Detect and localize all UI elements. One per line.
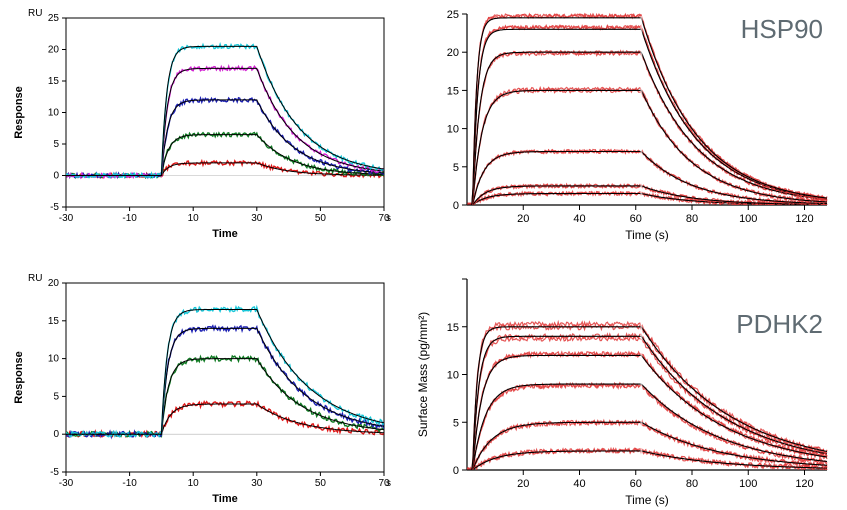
- svg-text:40: 40: [573, 213, 585, 225]
- svg-text:25: 25: [48, 13, 60, 24]
- svg-text:10: 10: [188, 478, 200, 489]
- svg-text:120: 120: [795, 213, 813, 225]
- svg-text:-30: -30: [59, 213, 74, 224]
- svg-text:5: 5: [53, 139, 59, 150]
- svg-text:5: 5: [53, 391, 59, 402]
- svg-text:RU: RU: [28, 273, 42, 284]
- svg-text:25: 25: [447, 9, 459, 21]
- svg-text:100: 100: [739, 213, 757, 225]
- svg-text:15: 15: [48, 76, 60, 87]
- panel-top-right: 051015202520406080100120Time (s) HSP90: [411, 0, 841, 245]
- svg-text:Time (s): Time (s): [625, 228, 669, 242]
- svg-text:0: 0: [53, 429, 59, 440]
- svg-text:-5: -5: [50, 202, 59, 213]
- svg-text:40: 40: [573, 478, 585, 490]
- svg-text:s: s: [386, 478, 391, 489]
- svg-text:50: 50: [315, 213, 327, 224]
- svg-text:80: 80: [686, 213, 698, 225]
- svg-text:10: 10: [447, 370, 459, 382]
- panel-top-left: RU-50510152025-30-1010305070TimesRespons…: [6, 0, 396, 245]
- svg-text:5: 5: [453, 162, 459, 174]
- svg-text:0: 0: [453, 200, 459, 212]
- svg-text:15: 15: [447, 322, 459, 334]
- svg-text:-30: -30: [59, 478, 74, 489]
- svg-text:s: s: [386, 213, 391, 224]
- svg-text:-10: -10: [122, 478, 137, 489]
- svg-text:-10: -10: [122, 213, 137, 224]
- svg-text:60: 60: [630, 478, 642, 490]
- svg-text:60: 60: [630, 213, 642, 225]
- svg-text:100: 100: [739, 478, 757, 490]
- svg-text:15: 15: [447, 85, 459, 97]
- svg-text:10: 10: [48, 108, 60, 119]
- svg-text:120: 120: [795, 478, 813, 490]
- panel-bottom-right: 0 5 10 15 20 40 60 80 100 120 Time (s) Surface Mass…: [411, 265, 841, 510]
- svg-text:15: 15: [48, 316, 60, 327]
- svg-text:20: 20: [48, 278, 60, 289]
- svg-text:50: 50: [315, 478, 327, 489]
- svg-text:-5: -5: [50, 467, 59, 478]
- svg-text:RU: RU: [28, 8, 42, 19]
- svg-text:Time: Time: [212, 228, 237, 240]
- svg-text:0: 0: [453, 465, 459, 477]
- svg-text:20: 20: [447, 47, 459, 59]
- panel-bottom-left: RU-505101520-30-1010305070TimesResponse: [6, 265, 396, 510]
- svg-text:0: 0: [53, 171, 59, 182]
- svg-text:Time (s): Time (s): [625, 493, 669, 507]
- svg-text:10: 10: [447, 124, 459, 136]
- svg-text:30: 30: [251, 478, 263, 489]
- svg-text:10: 10: [188, 213, 200, 224]
- svg-text:Time: Time: [212, 493, 237, 505]
- svg-text:Surface Mass (pg/mm²): Surface Mass (pg/mm²): [416, 312, 430, 437]
- svg-text:20: 20: [48, 45, 60, 56]
- svg-text:20: 20: [517, 478, 529, 490]
- chart-grid: RU-50510152025-30-1010305070TimesRespons…: [0, 0, 847, 510]
- svg-text:Response: Response: [13, 86, 25, 139]
- svg-text:20: 20: [517, 213, 529, 225]
- svg-text:10: 10: [48, 354, 60, 365]
- svg-text:30: 30: [251, 213, 263, 224]
- svg-text:Response: Response: [13, 351, 25, 404]
- svg-text:80: 80: [686, 478, 698, 490]
- svg-text:5: 5: [453, 417, 459, 429]
